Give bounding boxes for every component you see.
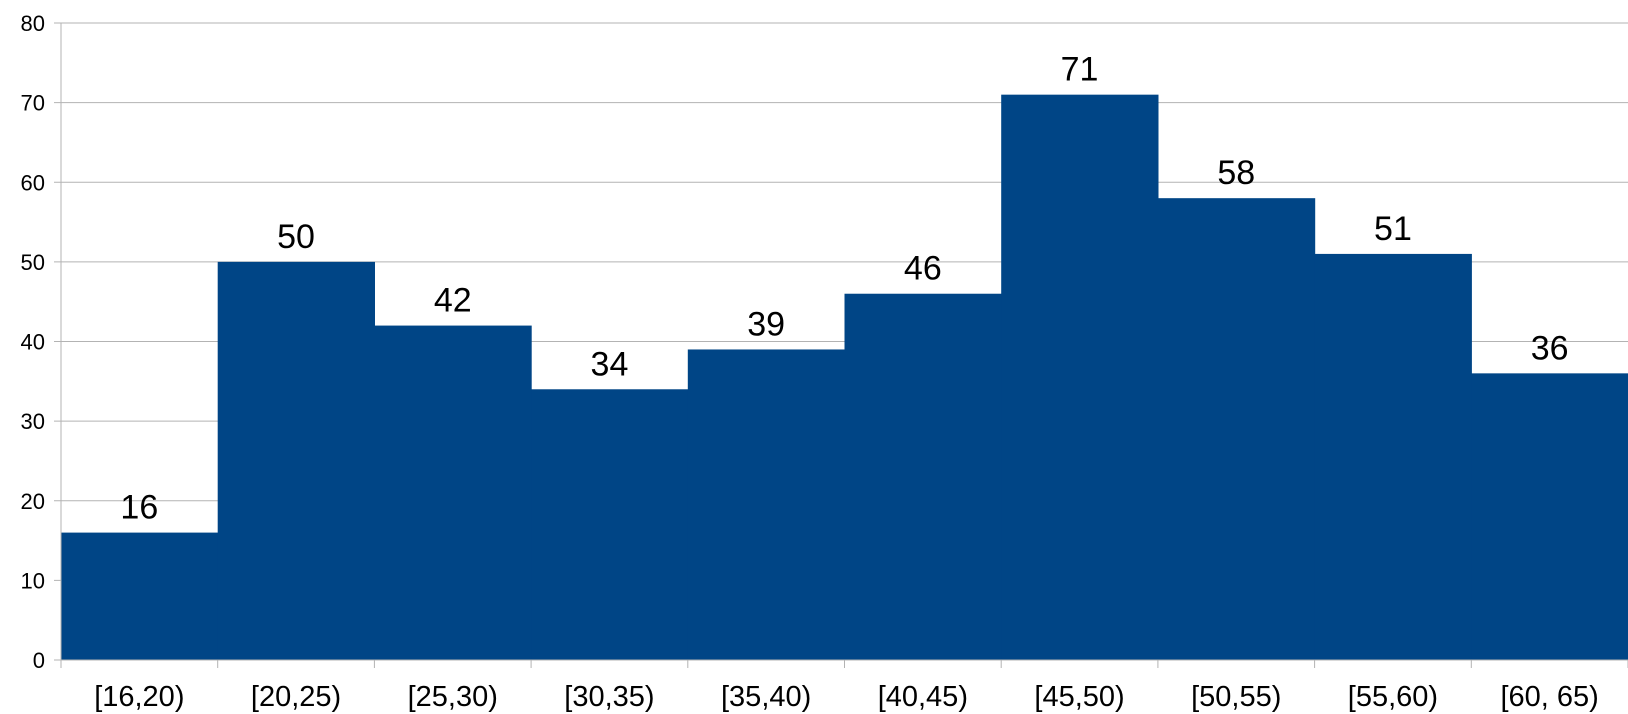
x-tick-label: [16,20) bbox=[94, 681, 184, 713]
bar bbox=[531, 389, 689, 660]
axes: 0 10 20 30 40 50 60 70 80 [16,20) [20,25) [25,30) [3… bbox=[21, 11, 1628, 713]
x-tick-label: [55,60) bbox=[1348, 681, 1438, 713]
y-tick-label: 40 bbox=[21, 330, 45, 355]
y-tick-label: 80 bbox=[21, 11, 45, 36]
data-label: 46 bbox=[904, 250, 942, 288]
bar bbox=[61, 532, 219, 660]
bar bbox=[217, 261, 375, 660]
data-label: 42 bbox=[434, 282, 472, 320]
data-label: 50 bbox=[277, 218, 315, 256]
data-label: 58 bbox=[1217, 154, 1255, 192]
data-labels: 16 50 42 34 39 46 71 58 51 36 bbox=[120, 51, 1568, 527]
bar bbox=[1001, 94, 1159, 661]
x-tick-label: [35,40) bbox=[721, 681, 811, 713]
bar bbox=[1157, 198, 1316, 661]
bar bbox=[374, 325, 532, 660]
bar bbox=[687, 349, 846, 660]
data-label: 39 bbox=[747, 305, 785, 343]
y-tick-label: 60 bbox=[21, 170, 45, 195]
bar bbox=[1471, 373, 1628, 660]
x-tick-label: [45,50) bbox=[1034, 681, 1124, 713]
bars bbox=[61, 94, 1628, 661]
y-tick-label: 70 bbox=[21, 91, 45, 116]
x-tick-label: [30,35) bbox=[564, 681, 654, 713]
data-label: 34 bbox=[591, 345, 629, 383]
y-tick-label: 30 bbox=[21, 409, 45, 434]
y-tick-label: 50 bbox=[21, 250, 45, 275]
x-tick-label: [20,25) bbox=[251, 681, 341, 713]
x-tick-label: [40,45) bbox=[878, 681, 968, 713]
bar bbox=[1314, 253, 1472, 660]
data-label: 36 bbox=[1531, 329, 1569, 367]
y-tick-label: 20 bbox=[21, 489, 45, 514]
data-label: 71 bbox=[1061, 51, 1099, 89]
x-tick-label: [25,30) bbox=[408, 681, 498, 713]
bar bbox=[844, 293, 1002, 660]
y-tick-label: 10 bbox=[21, 568, 45, 593]
x-tick-label: [60, 65) bbox=[1500, 681, 1598, 713]
data-label: 51 bbox=[1374, 210, 1412, 248]
x-tick-label: [50,55) bbox=[1191, 681, 1281, 713]
data-label: 16 bbox=[120, 489, 158, 527]
y-tick-label: 0 bbox=[33, 648, 45, 673]
